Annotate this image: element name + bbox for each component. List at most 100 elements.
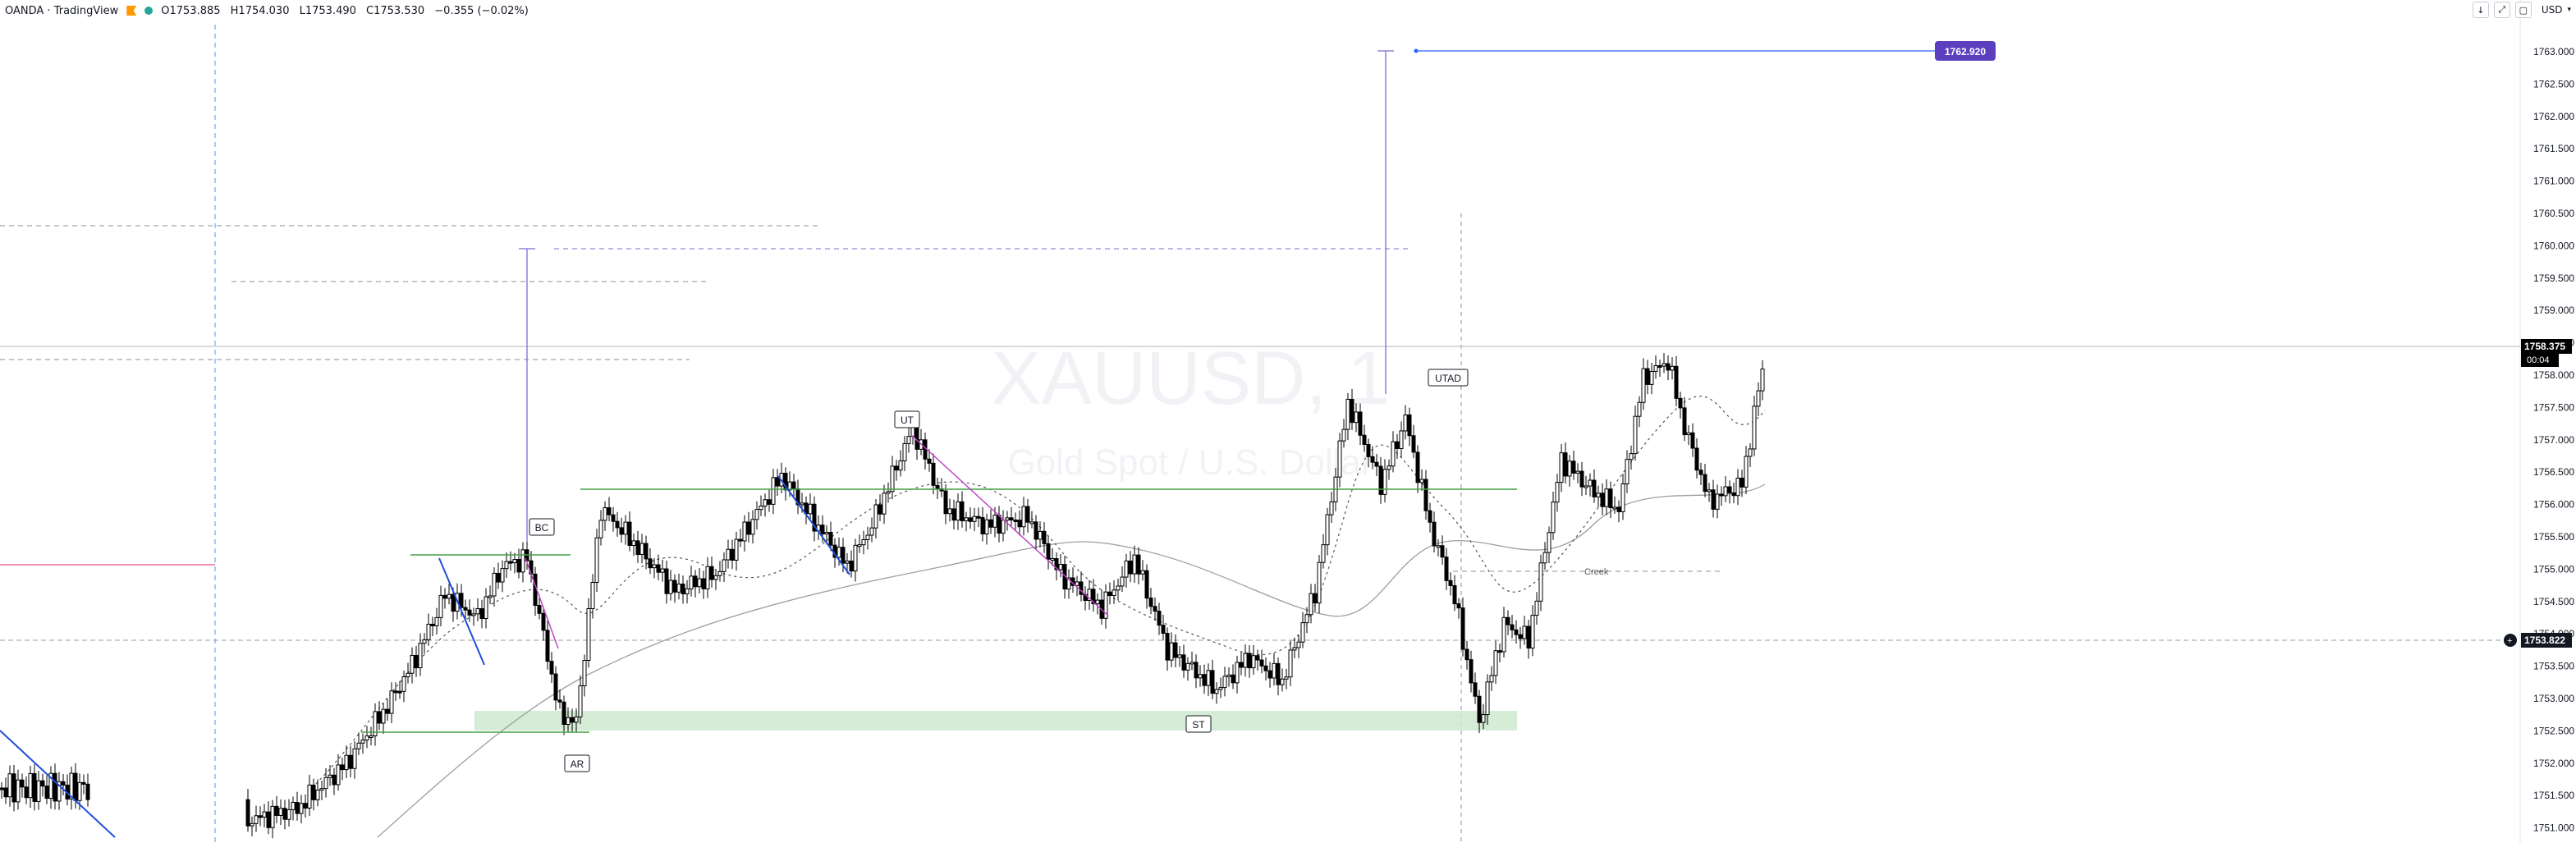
candle-body[interactable] — [1510, 624, 1515, 630]
candle-body[interactable] — [1460, 607, 1465, 650]
candle-body[interactable] — [644, 543, 649, 560]
candle-body[interactable] — [709, 566, 714, 580]
candle-body[interactable] — [1584, 485, 1588, 488]
candle-body[interactable] — [1255, 655, 1260, 661]
plus-icon[interactable]: + — [2507, 636, 2512, 646]
candle-body[interactable] — [705, 566, 710, 589]
candle-body[interactable] — [1567, 460, 1572, 477]
candle-body[interactable] — [890, 465, 895, 493]
candle-body[interactable] — [11, 773, 16, 803]
candle-body[interactable] — [1563, 452, 1568, 477]
candle-body[interactable] — [488, 595, 493, 598]
candle-body[interactable] — [1194, 662, 1199, 679]
candle-body[interactable] — [828, 532, 833, 546]
candle-body[interactable] — [1748, 448, 1753, 457]
candle-body[interactable] — [1066, 577, 1071, 590]
candle-body[interactable] — [845, 560, 850, 564]
candle-body[interactable] — [906, 436, 911, 444]
trend-line[interactable] — [0, 730, 116, 838]
candle-body[interactable] — [1485, 681, 1490, 716]
candle-body[interactable] — [1222, 676, 1227, 689]
candle-body[interactable] — [808, 503, 813, 515]
candle-body[interactable] — [791, 481, 796, 490]
wyckoff-label-box[interactable] — [1185, 715, 1212, 733]
candle-body[interactable] — [1120, 576, 1125, 587]
candle-body[interactable] — [787, 481, 792, 491]
candle-body[interactable] — [401, 676, 406, 692]
wyckoff-label-box[interactable] — [529, 518, 555, 536]
candle-body[interactable] — [1686, 432, 1691, 436]
currency-selector[interactable]: USD — [2541, 4, 2563, 16]
candle-body[interactable] — [549, 661, 554, 675]
candle-body[interactable] — [1025, 506, 1030, 523]
candle-body[interactable] — [360, 740, 365, 744]
candle-body[interactable] — [1690, 432, 1695, 449]
candle-body[interactable] — [1276, 662, 1281, 685]
candle-body[interactable] — [1165, 633, 1170, 661]
candle-body[interactable] — [1021, 506, 1026, 528]
candle-body[interactable] — [824, 532, 829, 535]
candle-body[interactable] — [697, 578, 702, 588]
candle-body[interactable] — [566, 717, 571, 725]
candle-body[interactable] — [77, 781, 82, 801]
candle-body[interactable] — [1202, 674, 1207, 686]
candle-body[interactable] — [1321, 544, 1326, 563]
candle-body[interactable] — [1698, 470, 1703, 475]
candle-body[interactable] — [1711, 489, 1716, 510]
candle-body[interactable] — [726, 548, 731, 561]
candle-body[interactable] — [1629, 453, 1634, 460]
candle-body[interactable] — [1645, 368, 1650, 385]
candle-body[interactable] — [1304, 614, 1309, 624]
candle-body[interactable] — [262, 811, 267, 818]
candle-body[interactable] — [520, 549, 525, 573]
candle-body[interactable] — [857, 544, 862, 547]
candle-body[interactable] — [1592, 479, 1597, 497]
candle-body[interactable] — [1042, 530, 1047, 544]
candle-body[interactable] — [1001, 520, 1006, 534]
candle-body[interactable] — [1144, 570, 1149, 599]
candle-body[interactable] — [619, 527, 624, 535]
candle-body[interactable] — [1358, 411, 1363, 436]
candle-body[interactable] — [492, 572, 497, 597]
candle-body[interactable] — [40, 780, 45, 787]
candle-body[interactable] — [717, 570, 722, 576]
candle-body[interactable] — [1029, 521, 1034, 525]
candle-body[interactable] — [968, 517, 973, 522]
candle-body[interactable] — [451, 593, 456, 612]
candle-body[interactable] — [1575, 470, 1580, 474]
candle-body[interactable] — [570, 717, 575, 723]
candle-body[interactable] — [274, 805, 279, 816]
candle-body[interactable] — [865, 534, 870, 541]
candle-body[interactable] — [1148, 598, 1153, 607]
candle-body[interactable] — [1506, 616, 1510, 625]
candle-body[interactable] — [869, 527, 874, 536]
candle-body[interactable] — [344, 754, 349, 771]
candle-body[interactable] — [943, 490, 948, 515]
candle-body[interactable] — [598, 520, 603, 538]
candle-body[interactable] — [1719, 493, 1724, 497]
candle-body[interactable] — [385, 708, 390, 714]
candle-body[interactable] — [1600, 493, 1605, 507]
candle-body[interactable] — [1181, 654, 1186, 671]
add-alert-icon[interactable] — [2504, 634, 2517, 647]
candle-body[interactable] — [373, 711, 378, 736]
candle-body[interactable] — [582, 660, 587, 687]
candle-body[interactable] — [258, 815, 263, 818]
candle-body[interactable] — [734, 538, 739, 561]
candle-body[interactable] — [1153, 606, 1157, 612]
candle-body[interactable] — [1477, 695, 1482, 723]
candle-body[interactable] — [7, 773, 12, 798]
candle-body[interactable] — [1493, 650, 1498, 676]
candle-body[interactable] — [603, 507, 607, 521]
candle-body[interactable] — [1464, 648, 1469, 661]
candle-body[interactable] — [1038, 530, 1043, 540]
candle-body[interactable] — [1341, 428, 1346, 442]
candle-body[interactable] — [1058, 564, 1063, 570]
candle-body[interactable] — [422, 639, 427, 644]
trend-line[interactable] — [777, 475, 850, 575]
candle-body[interactable] — [648, 558, 653, 569]
candle-body[interactable] — [800, 502, 804, 506]
candle-body[interactable] — [1091, 589, 1096, 605]
candle-body[interactable] — [1694, 447, 1699, 471]
candle-body[interactable] — [964, 517, 969, 521]
